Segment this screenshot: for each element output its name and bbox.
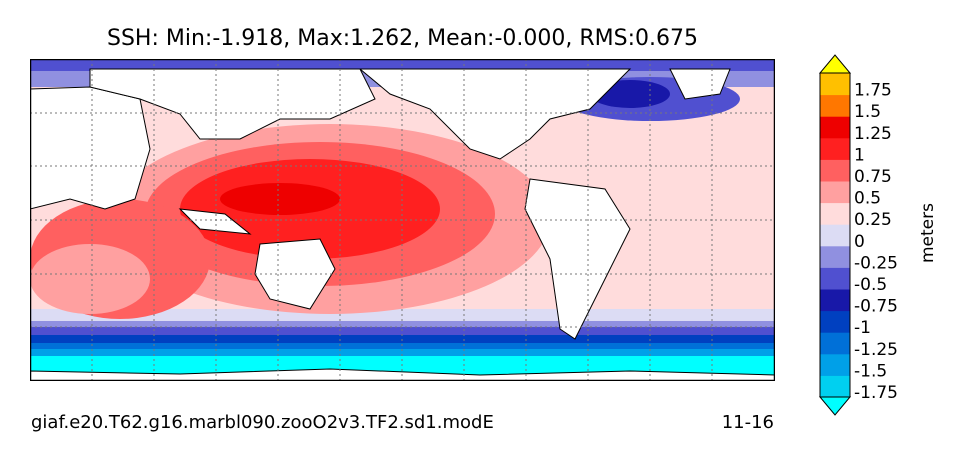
colorbar-block	[820, 159, 850, 182]
colorbar-tick-label: -0.75	[854, 297, 898, 317]
colorbar-extend-bottom	[818, 396, 852, 416]
colorbar-tick-label: 1	[854, 145, 865, 165]
land-south-america	[524, 178, 631, 340]
colorbar-tick-label: -1	[854, 318, 871, 338]
colorbar-tick-label: 1.75	[854, 81, 892, 101]
land-eurasia	[89, 68, 376, 140]
colorbar-extend-top	[818, 54, 852, 74]
land-maritime-continent	[178, 208, 252, 235]
ssh-indian-025	[30, 244, 150, 314]
colorbar-frame	[819, 72, 851, 398]
colorbar-block	[820, 310, 850, 333]
map-frame	[30, 59, 775, 381]
colorbar-tick-label: -0.5	[854, 275, 887, 295]
run-name-label: giaf.e20.T62.g16.marbl090.zooO2v3.TF2.sd…	[31, 412, 494, 433]
colorbar-tick-label: 0.5	[854, 189, 881, 209]
colorbar-tick-label: -1.75	[854, 383, 898, 403]
colorbar-block	[820, 289, 850, 312]
colorbar-tick-label: 1.5	[854, 102, 881, 122]
chart-title: SSH: Min:-1.918, Max:1.262, Mean:-0.000,…	[107, 26, 698, 51]
colorbar-block	[820, 224, 850, 247]
colorbar-tick-label: 1.25	[854, 124, 892, 144]
colorbar-unit-label: meters	[918, 203, 938, 263]
date-label: 11-16	[721, 412, 774, 433]
colorbar-tick-label: -1.5	[854, 361, 887, 381]
colorbar-block	[820, 245, 850, 268]
colorbar-block	[820, 116, 850, 139]
land-north-america	[358, 68, 632, 160]
colorbar-block	[820, 202, 850, 225]
colorbar-tick-label: 0.75	[854, 167, 892, 187]
land-masses	[30, 68, 775, 381]
colorbar-block	[820, 73, 850, 96]
colorbar-block	[820, 267, 850, 290]
colorbar-tick-label: -0.25	[854, 253, 898, 273]
colorbar-block	[820, 375, 850, 398]
ssh-map	[30, 59, 775, 381]
colorbar-tick-label: 0	[854, 232, 865, 252]
land-africa	[30, 86, 151, 210]
grid-lines	[30, 59, 775, 381]
colorbar-block	[820, 181, 850, 204]
ssh-pacific-1	[220, 183, 340, 215]
colorbar-block	[820, 94, 850, 117]
land-greenland	[669, 68, 731, 100]
colorbar-block	[820, 353, 850, 376]
colorbar-tick-label: -1.25	[854, 340, 898, 360]
colorbar-block	[820, 332, 850, 355]
colorbar-tick-label: 0.25	[854, 210, 892, 230]
colorbar-block	[820, 137, 850, 160]
